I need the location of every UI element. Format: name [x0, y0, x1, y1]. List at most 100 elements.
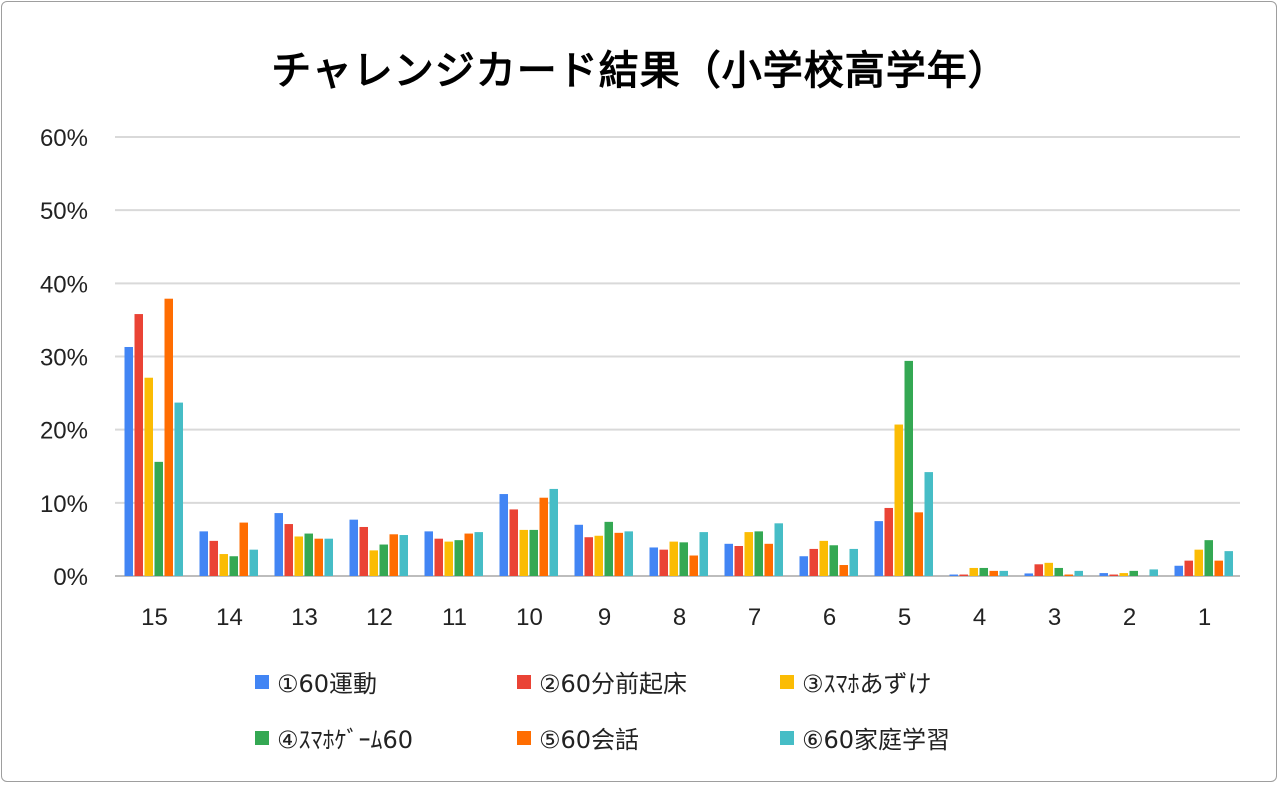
x-tick-label: 1	[1198, 604, 1211, 631]
bar	[154, 461, 163, 576]
bar	[519, 529, 528, 576]
bar	[124, 346, 133, 576]
bar	[164, 298, 173, 576]
bar	[174, 402, 183, 576]
y-tick-label: 30%	[40, 345, 88, 372]
bar	[799, 556, 808, 576]
x-tick-label: 10	[516, 604, 543, 631]
legend-label: ③ｽﾏﾎあずけ	[802, 670, 932, 698]
bar	[1109, 574, 1118, 576]
bar	[444, 541, 453, 576]
bar	[359, 526, 368, 576]
bar	[229, 556, 238, 576]
legend-item: ①60運動	[255, 664, 377, 699]
bar	[914, 512, 923, 576]
x-tick-label: 14	[216, 604, 243, 631]
x-tick-label: 11	[442, 604, 467, 631]
x-tick-label: 8	[673, 604, 686, 631]
bar	[219, 554, 228, 576]
legend-label: ①60運動	[277, 670, 378, 698]
bar	[529, 529, 538, 576]
x-tick-label: 9	[598, 604, 611, 631]
bar	[144, 377, 153, 576]
bar	[1044, 562, 1053, 576]
bar	[979, 567, 988, 576]
bar	[474, 532, 483, 576]
bar	[604, 521, 613, 576]
bar	[294, 536, 303, 576]
bar	[829, 545, 838, 576]
legend-swatch	[517, 730, 531, 745]
bar	[969, 567, 978, 576]
bar	[199, 531, 208, 576]
legend-item: ②60分前起床	[517, 664, 687, 699]
bar	[499, 494, 508, 576]
bar	[324, 538, 333, 576]
bar	[754, 531, 763, 576]
y-tick-label: 40%	[40, 271, 88, 298]
x-tick-label: 15	[141, 604, 168, 631]
x-tick-label: 13	[291, 604, 318, 631]
bar	[584, 537, 593, 576]
bar	[389, 534, 398, 576]
y-tick-label: 10%	[40, 491, 88, 518]
x-tick-label: 6	[823, 604, 836, 631]
bar	[274, 513, 283, 576]
bar	[549, 488, 558, 576]
legend-swatch	[255, 674, 269, 689]
bar	[399, 535, 408, 576]
bar	[1149, 569, 1158, 576]
bar	[999, 570, 1008, 576]
legend-label: ⑥60家庭学習	[802, 726, 951, 754]
bar	[669, 541, 678, 576]
bar	[1034, 564, 1043, 576]
bar	[659, 549, 668, 576]
bar	[1184, 560, 1193, 576]
legend-label: ⑤60会話	[539, 726, 640, 754]
bar	[809, 548, 818, 576]
bar	[1074, 570, 1083, 576]
bar	[424, 531, 433, 576]
bar	[249, 549, 258, 576]
bar	[1064, 574, 1073, 576]
bar	[884, 507, 893, 576]
y-tick-label: 20%	[40, 418, 88, 445]
bar	[1194, 549, 1203, 576]
x-tick-label: 7	[748, 604, 761, 631]
bar	[284, 524, 293, 576]
bar	[959, 574, 968, 576]
x-tick-label: 4	[973, 604, 986, 631]
bar	[734, 546, 743, 576]
bar	[819, 540, 828, 576]
bar	[744, 532, 753, 576]
bar	[1214, 560, 1223, 576]
bar	[679, 542, 688, 576]
bar	[874, 521, 883, 576]
legend-swatch	[255, 730, 269, 745]
y-tick-label: 50%	[40, 198, 88, 225]
bar	[774, 523, 783, 576]
chart-title: チャレンジカード結果（小学校高学年）	[271, 48, 1009, 94]
bar	[989, 570, 998, 576]
bar	[1174, 565, 1183, 576]
y-tick-label: 0%	[53, 564, 88, 591]
bar	[349, 519, 358, 576]
bar	[314, 538, 323, 576]
bar	[614, 532, 623, 576]
bar	[949, 574, 958, 576]
bar	[1129, 570, 1138, 576]
x-tick-label: 3	[1048, 604, 1061, 631]
bar	[379, 544, 388, 576]
legend-label: ④ｽﾏﾎｹﾞｰﾑ60	[277, 726, 414, 754]
x-tick-label: 12	[366, 604, 393, 631]
legend-item: ③ｽﾏﾎあずけ	[780, 664, 932, 699]
legend-swatch	[780, 730, 794, 745]
bar	[649, 547, 658, 576]
bar	[1204, 540, 1213, 576]
legend-item: ⑤60会話	[517, 720, 639, 755]
bar	[574, 524, 583, 576]
bar	[1099, 573, 1108, 576]
bar	[839, 565, 848, 576]
bar	[924, 472, 933, 576]
